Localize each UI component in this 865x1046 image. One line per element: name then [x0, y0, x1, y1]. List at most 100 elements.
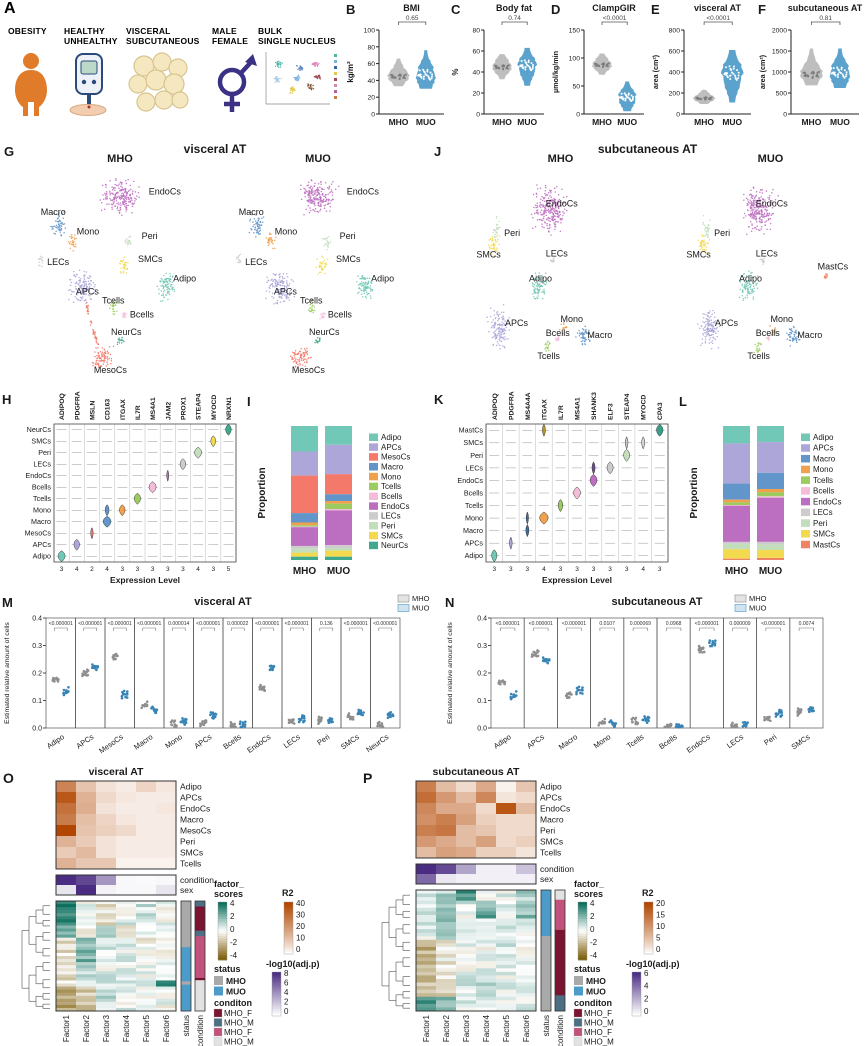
umap-dot	[768, 212, 770, 215]
umap-dot	[493, 314, 496, 316]
umap-dot	[314, 182, 316, 184]
umap-dot	[327, 193, 329, 195]
umap-dot	[72, 301, 75, 303]
umap-dot	[533, 206, 535, 209]
umap-dot	[752, 227, 754, 230]
umap-dot	[546, 222, 548, 225]
umap-dot	[755, 205, 758, 207]
umap-dot	[307, 194, 309, 197]
umap-dot	[713, 316, 716, 318]
y-tick-label: 500	[776, 91, 788, 98]
umap-dot	[704, 340, 707, 343]
umap-dot	[95, 360, 98, 362]
umap-dot	[304, 349, 307, 351]
gene-label-prox1: PROX1	[180, 397, 187, 420]
x-tick-label: 4	[75, 566, 79, 573]
umap-dot	[112, 313, 114, 315]
umap-dot	[742, 299, 744, 302]
umap-dot	[327, 246, 330, 248]
mho-dot	[699, 649, 702, 652]
factor-score-cell	[416, 954, 436, 958]
bar-segment-smcs	[291, 552, 318, 557]
y-axis-label: µmol/kg/min	[551, 51, 560, 93]
study-item-sex: MALE FEMALE	[212, 26, 258, 123]
factor-score-cell	[416, 936, 436, 941]
umap-dot	[706, 323, 709, 325]
umap-dot	[116, 341, 119, 343]
umap-dot	[283, 277, 286, 280]
factor-score-cell	[156, 956, 176, 960]
umap-dot	[772, 331, 774, 333]
gene-label-ms4a4a: MS4A4A	[525, 392, 532, 420]
umap-dot	[562, 196, 565, 199]
legend-label-tcells: Tcells	[381, 482, 401, 491]
r2-cell	[116, 858, 136, 869]
umap-dot	[366, 277, 369, 280]
umap-dot	[536, 278, 538, 281]
umap-dot	[752, 285, 755, 287]
muo-dot	[181, 719, 185, 722]
p-value: <0.000001	[761, 621, 785, 627]
umap-dot	[498, 226, 501, 228]
umap-dot	[296, 353, 298, 355]
umap-dot	[115, 184, 118, 187]
chart-title: BMI	[403, 3, 420, 13]
bar-segment-bcells	[291, 526, 318, 528]
umap-dot	[125, 195, 127, 197]
umap-dot	[760, 204, 763, 207]
umap-dot	[711, 328, 714, 330]
data-dot	[519, 64, 522, 67]
umap-dot	[314, 341, 316, 344]
umap-dot	[104, 198, 107, 200]
umap-dot	[502, 311, 505, 314]
factor-score-cell	[416, 961, 436, 966]
data-dot	[834, 74, 837, 77]
umap-dot	[280, 288, 283, 290]
umap-dot	[125, 272, 128, 274]
mho-dot	[260, 688, 264, 691]
data-dot	[398, 78, 401, 81]
factor-score-cell	[456, 982, 476, 987]
tsne-dot	[277, 80, 279, 82]
umap-dot	[495, 329, 497, 332]
data-dot	[736, 69, 738, 72]
factor-score-cell	[476, 907, 496, 912]
umap-dot	[550, 199, 553, 201]
umap-dot	[543, 290, 546, 293]
legend-tick: 4	[284, 988, 289, 997]
category-label-7: EndoCs	[245, 732, 272, 755]
umap-dot	[707, 311, 709, 314]
tsne-dot	[316, 65, 319, 67]
factor-score-cell	[76, 989, 96, 993]
tsne-dot	[313, 76, 316, 78]
umap-dot	[761, 258, 763, 260]
umap-dot	[741, 295, 744, 297]
legend-label-mastcs: MastCs	[813, 540, 840, 549]
legend-label-mho: MHO	[749, 594, 767, 603]
y-axis-label: Proportion	[257, 467, 268, 518]
umap-dot	[367, 281, 370, 284]
umap-dot	[120, 185, 122, 188]
umap-dot	[758, 197, 760, 200]
p-value: 0.74	[508, 15, 521, 22]
umap-dot	[563, 208, 566, 210]
umap-dot	[105, 191, 108, 193]
factor-score-cell	[156, 916, 176, 920]
umap-dot	[274, 286, 276, 288]
umap-dot	[309, 303, 312, 306]
umap-dot	[117, 209, 119, 212]
mho-dot	[532, 650, 535, 654]
chart-title: visceral AT	[194, 596, 252, 608]
umap-dot	[104, 352, 107, 355]
y-tick-label: 60	[472, 49, 480, 56]
umap-dot	[254, 226, 257, 229]
umap-dot	[713, 321, 716, 323]
factor-score-cell	[136, 925, 156, 929]
umap-dot	[826, 273, 828, 276]
umap-dot	[111, 199, 114, 202]
umap-dot	[86, 288, 88, 291]
umap-dot	[578, 332, 581, 334]
umap-dot	[494, 233, 497, 236]
x-tick-label: 3	[60, 566, 64, 573]
umap-dot	[702, 332, 704, 335]
